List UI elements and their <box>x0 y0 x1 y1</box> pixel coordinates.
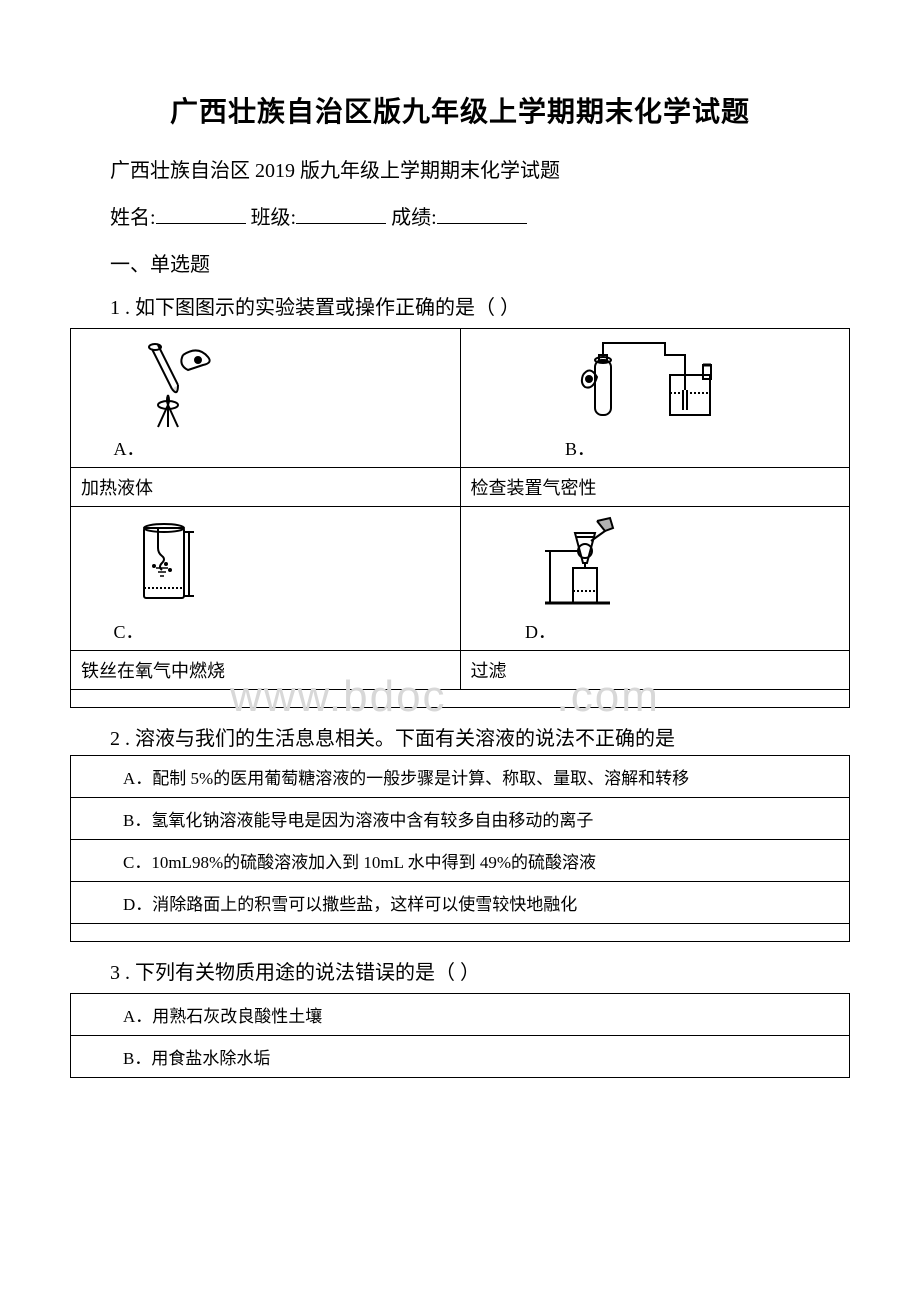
name-label: 姓名: <box>110 207 156 229</box>
score-blank <box>437 204 527 224</box>
q3-stem: 3 . 下列有关物质用途的说法错误的是（ ） <box>70 956 850 985</box>
q1-cell-b: B． <box>460 329 850 468</box>
q3-opt-b: B．用食盐水除水垢 <box>71 1036 850 1078</box>
q3-opt-a: A．用熟石灰改良酸性土壤 <box>71 994 850 1036</box>
q2-opt-b: B．氢氧化钠溶液能导电是因为溶液中含有较多自由移动的离子 <box>71 798 850 840</box>
q1-a-caption: 加热液体 <box>71 468 461 507</box>
q2-opt-c: C．10mL98%的硫酸溶液加入到 10mL 水中得到 49%的硫酸溶液 <box>71 840 850 882</box>
name-blank <box>156 204 246 224</box>
heat-liquid-icon <box>128 335 238 435</box>
class-blank <box>296 204 386 224</box>
iron-burn-icon <box>136 518 206 618</box>
q1-d-letter: D． <box>525 622 556 642</box>
info-line: 姓名: 班级: 成绩: <box>70 201 850 230</box>
q1-d-caption: 过滤 <box>460 651 850 690</box>
q1-a-letter: A． <box>114 439 145 459</box>
q2-empty-row <box>71 924 850 942</box>
q1-c-letter: C． <box>114 622 144 642</box>
q2-table: A．配制 5%的医用葡萄糖溶液的一般步骤是计算、称取、量取、溶解和转移 B．氢氧… <box>70 755 850 942</box>
score-label: 成绩: <box>391 207 437 229</box>
page-title: 广西壮族自治区版九年级上学期期末化学试题 <box>70 90 850 130</box>
q1-cell-c: C． <box>71 507 461 651</box>
q1-b-caption: 检查装置气密性 <box>460 468 850 507</box>
airtight-check-icon <box>575 335 725 435</box>
q2-stem: 2 . 溶液与我们的生活息息相关。下面有关溶液的说法不正确的是 <box>70 722 850 751</box>
q2-stem-text: 2 . 溶液与我们的生活息息相关。下面有关溶液的说法不正确的是 <box>110 728 675 750</box>
filter-icon <box>535 513 635 618</box>
q1-table: A． <box>70 328 850 708</box>
subtitle: 广西壮族自治区 2019 版九年级上学期期末化学试题 <box>70 154 850 183</box>
q1-cell-d: D． <box>460 507 850 651</box>
q2-opt-a: A．配制 5%的医用葡萄糖溶液的一般步骤是计算、称取、量取、溶解和转移 <box>71 756 850 798</box>
q1-cell-a: A． <box>71 329 461 468</box>
q3-table: A．用熟石灰改良酸性土壤 B．用食盐水除水垢 <box>70 993 850 1078</box>
section-1-label: 一、单选题 <box>70 248 850 277</box>
q1-empty-row <box>71 690 850 708</box>
q1-c-caption: 铁丝在氧气中燃烧 <box>71 651 461 690</box>
class-label: 班级: <box>251 207 297 229</box>
q1-b-letter: B． <box>565 439 595 459</box>
q1-stem: 1 . 如下图图示的实验装置或操作正确的是（ ） <box>70 291 850 320</box>
q2-opt-d: D．消除路面上的积雪可以撒些盐，这样可以使雪较快地融化 <box>71 882 850 924</box>
